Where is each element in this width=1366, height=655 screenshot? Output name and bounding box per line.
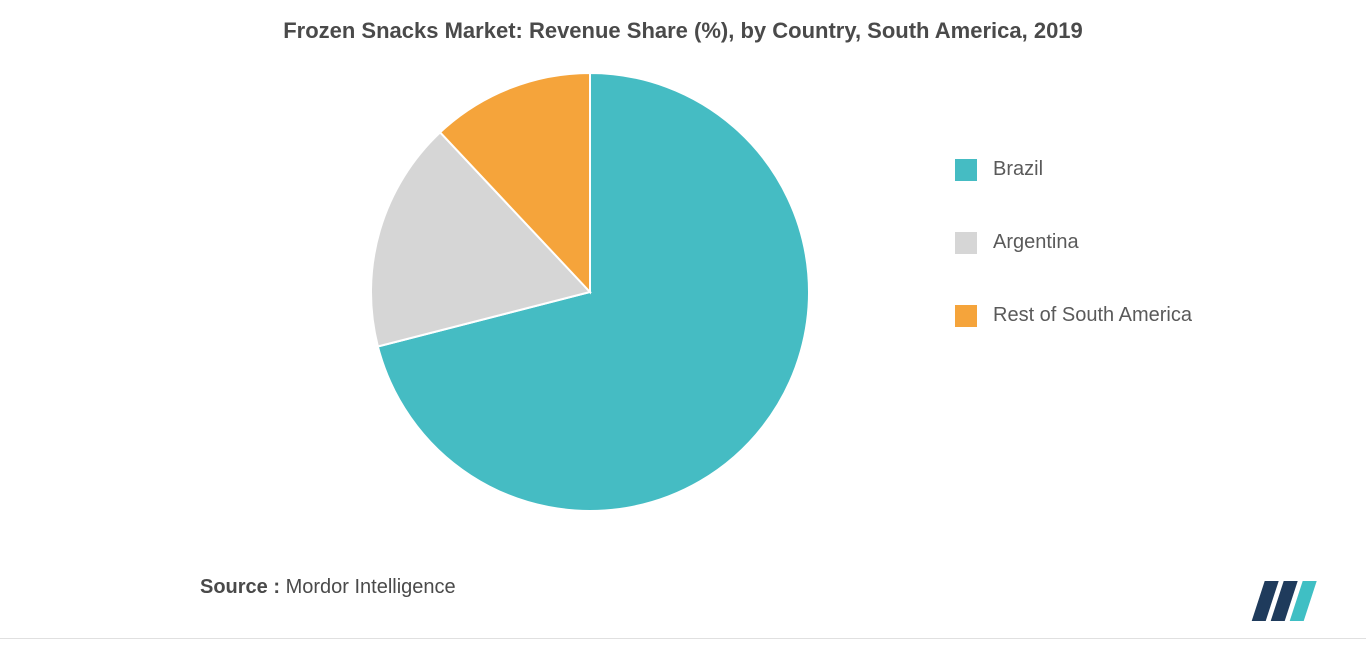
legend-swatch [955, 159, 977, 181]
mordor-logo-svg [1248, 577, 1328, 625]
legend-item-brazil: Brazil [955, 158, 1192, 181]
chart-container: Frozen Snacks Market: Revenue Share (%),… [0, 0, 1366, 655]
legend-item-argentina: Argentina [955, 231, 1192, 254]
legend-label: Argentina [993, 231, 1079, 254]
chart-title: Frozen Snacks Market: Revenue Share (%),… [0, 18, 1366, 44]
legend-label: Brazil [993, 158, 1043, 181]
mordor-logo [1248, 577, 1328, 625]
legend-swatch [955, 232, 977, 254]
legend-item-rest-of-south-america: Rest of South America [955, 304, 1192, 327]
footer-rule [0, 638, 1366, 639]
legend-label: Rest of South America [993, 304, 1192, 327]
pie-chart [370, 72, 810, 512]
legend-swatch [955, 305, 977, 327]
source-value: Mordor Intelligence [280, 576, 456, 598]
source-label: Source : [200, 576, 280, 598]
source-line: Source : Mordor Intelligence [200, 576, 456, 599]
legend: Brazil Argentina Rest of South America [955, 158, 1192, 377]
pie-svg [370, 72, 810, 512]
